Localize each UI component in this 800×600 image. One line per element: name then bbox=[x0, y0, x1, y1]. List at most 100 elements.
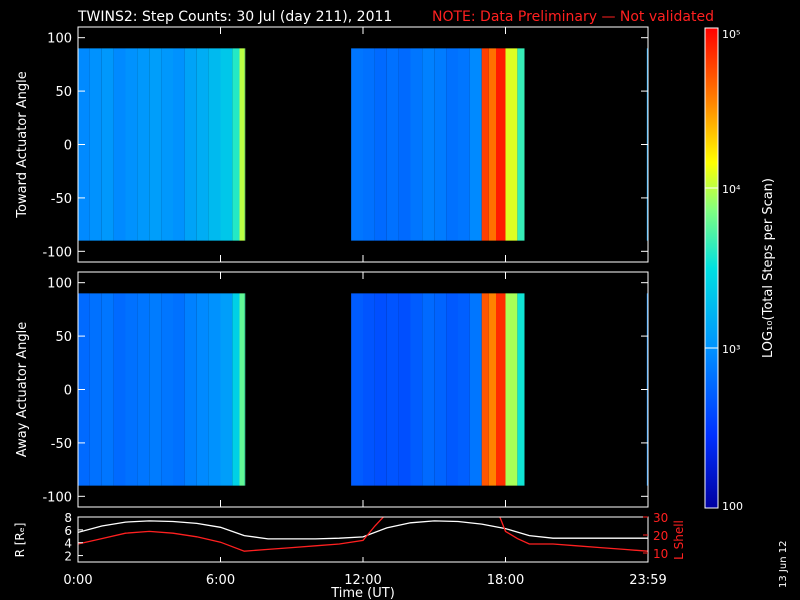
r-axis-label: R [Rₑ] bbox=[13, 523, 27, 558]
x-tick-label: 23:59 bbox=[629, 573, 666, 588]
y-tick-label: -100 bbox=[42, 245, 72, 260]
heat-cell bbox=[149, 48, 162, 241]
y-tick-label: -50 bbox=[51, 437, 72, 452]
heat-cell bbox=[488, 293, 496, 486]
r-tick-label: 6 bbox=[64, 524, 72, 538]
r-tick-label: 4 bbox=[64, 537, 72, 551]
heat-cell bbox=[244, 48, 246, 241]
heat-cell bbox=[398, 48, 411, 241]
l-shell-line bbox=[78, 517, 648, 552]
heat-cell bbox=[239, 293, 245, 486]
heat-cell bbox=[458, 293, 470, 486]
y-tick-label: -50 bbox=[51, 192, 72, 207]
heat-cell bbox=[496, 48, 506, 241]
heat-cell bbox=[434, 293, 447, 486]
heat-cell bbox=[244, 293, 246, 486]
heat-cell bbox=[398, 293, 411, 486]
heat-cell bbox=[517, 48, 525, 241]
heat-cell bbox=[220, 48, 233, 241]
heat-cell bbox=[374, 293, 387, 486]
y-tick-label: 100 bbox=[47, 32, 72, 47]
heat-cell bbox=[232, 48, 240, 241]
panel-away: 100 50 0 -50 -100 Away Actuator Angle bbox=[15, 271, 649, 508]
heat-cell bbox=[410, 293, 423, 486]
heat-cell bbox=[113, 293, 126, 486]
heat-cell bbox=[89, 48, 102, 241]
radius-line bbox=[78, 520, 648, 540]
heat-cell bbox=[125, 48, 138, 241]
heat-cell bbox=[458, 48, 470, 241]
heat-cell bbox=[113, 48, 126, 241]
y-tick-label: 100 bbox=[47, 277, 72, 292]
r-tick-label: 8 bbox=[64, 511, 72, 525]
heat-cell bbox=[469, 293, 482, 486]
x-tick-label: 12:00 bbox=[344, 573, 381, 588]
heat-cell bbox=[184, 48, 197, 241]
colorbar-tick-label: 10³ bbox=[722, 343, 740, 356]
y-tick-label: 50 bbox=[55, 85, 72, 100]
heat-cell bbox=[488, 48, 496, 241]
heat-cell bbox=[505, 293, 518, 486]
heat-cell bbox=[422, 293, 435, 486]
heat-cell bbox=[363, 48, 375, 241]
heat-cell bbox=[161, 293, 173, 486]
heat-cell bbox=[137, 293, 150, 486]
colorbar: 10⁵ 10⁴ 10³ 100 LOG₁₀(Total Steps per Scan) bbox=[704, 27, 776, 513]
heat-cell bbox=[446, 48, 458, 241]
heat-cell bbox=[434, 48, 447, 241]
heat-cell bbox=[469, 48, 482, 241]
heat-cell bbox=[101, 293, 114, 486]
heat-cell bbox=[196, 293, 209, 486]
panel-toward: 100 50 0 -50 -100 Toward Actuator Angle bbox=[15, 26, 649, 263]
heat-cell bbox=[422, 48, 435, 241]
heat-cell bbox=[89, 293, 102, 486]
heat-cell bbox=[149, 293, 162, 486]
heat-cell bbox=[481, 293, 489, 486]
heat-cell bbox=[232, 293, 240, 486]
heat-cell bbox=[517, 293, 525, 486]
heat-cell bbox=[351, 293, 363, 486]
colorbar-tick-label: 100 bbox=[722, 500, 743, 513]
heat-cell bbox=[161, 48, 173, 241]
colorbar-tick-label: 10⁴ bbox=[722, 183, 741, 196]
l-shell-axis-label: L Shell bbox=[672, 520, 686, 560]
x-tick-label: 6:00 bbox=[206, 573, 235, 588]
heat-cell bbox=[374, 48, 387, 241]
colorbar-label: LOG₁₀(Total Steps per Scan) bbox=[761, 178, 776, 358]
heat-cell bbox=[505, 48, 518, 241]
heat-cell bbox=[410, 48, 423, 241]
heat-cell bbox=[351, 48, 363, 241]
heat-cell bbox=[208, 293, 221, 486]
heat-cell bbox=[220, 293, 233, 486]
heat-cell bbox=[496, 293, 506, 486]
heat-cell bbox=[386, 48, 399, 241]
r-tick-label: 2 bbox=[64, 550, 72, 564]
y-tick-label: 0 bbox=[64, 384, 72, 399]
data-note: NOTE: Data Preliminary — Not validated bbox=[432, 9, 714, 25]
heat-cell bbox=[184, 293, 197, 486]
colorbar-scale bbox=[704, 27, 719, 509]
heat-cell bbox=[386, 293, 399, 486]
heat-cell bbox=[173, 293, 185, 486]
x-tick-label: 18:00 bbox=[487, 573, 524, 588]
heat-cell bbox=[101, 48, 114, 241]
l-shell-tick-label: 30 bbox=[653, 511, 668, 525]
date-stamp: 13 Jun 12 bbox=[778, 541, 789, 588]
heat-cell bbox=[208, 48, 221, 241]
y-tick-label: 0 bbox=[64, 139, 72, 154]
colorbar-tick-label: 10⁵ bbox=[722, 28, 740, 41]
chart-title: TWINS2: Step Counts: 30 Jul (day 211), 2… bbox=[77, 9, 392, 25]
y-tick-label: 50 bbox=[55, 330, 72, 345]
l-shell-tick-label: 10 bbox=[653, 547, 668, 561]
heat-cell bbox=[481, 48, 489, 241]
l-shell-tick-label: 20 bbox=[653, 529, 668, 543]
heat-cell bbox=[363, 293, 375, 486]
heat-cell bbox=[173, 48, 185, 241]
heat-cell bbox=[446, 293, 458, 486]
x-tick-label: 0:00 bbox=[63, 573, 92, 588]
x-axis-label: Time (UT) bbox=[330, 586, 395, 600]
heat-cell bbox=[239, 48, 245, 241]
y-axis-label: Away Actuator Angle bbox=[15, 322, 30, 457]
